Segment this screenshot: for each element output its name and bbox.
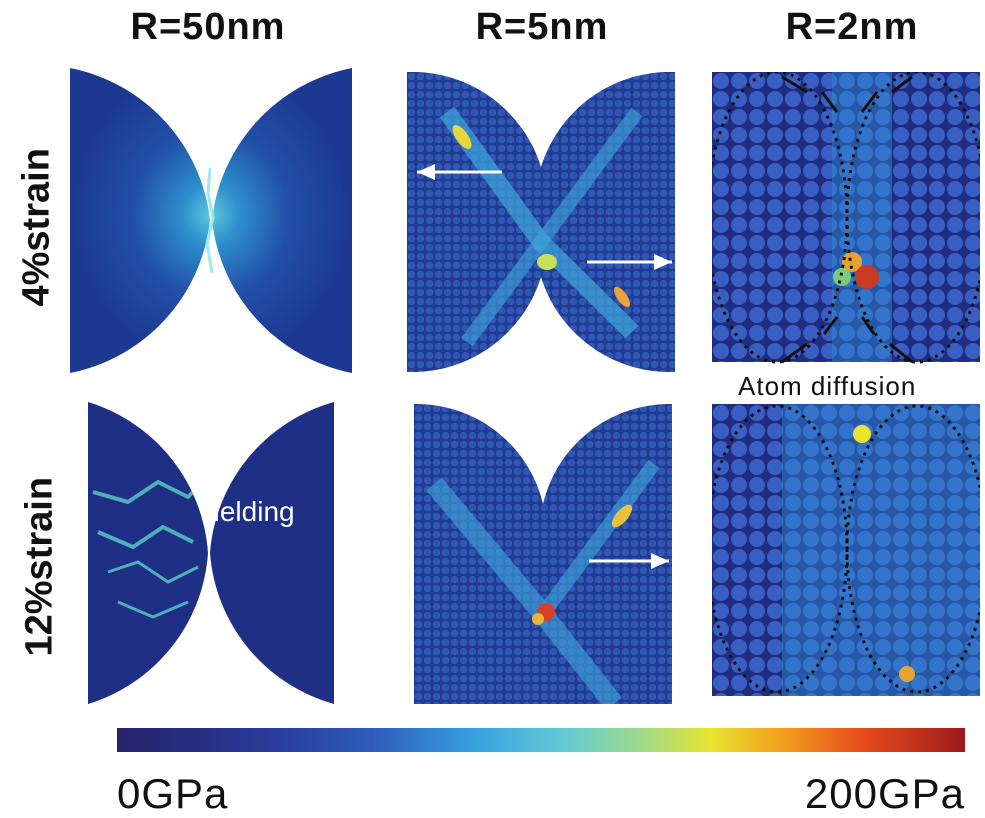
yielding-label: Yielding	[196, 496, 295, 527]
column-title-r5: R=5nm	[475, 6, 609, 48]
atom-diffusion-label: Atom diffusion	[738, 371, 917, 401]
column-title-r50: R=50nm	[130, 6, 286, 48]
panel-r5-12strain	[414, 404, 672, 704]
panel-r2-12strain	[712, 404, 980, 696]
panel-r5-4strain	[407, 72, 675, 372]
row-title-4-strain: 4%strain	[15, 148, 58, 307]
panel-r50-4strain	[70, 68, 352, 373]
color-scale-min-label: 0GPa	[117, 770, 229, 817]
panel-r50-12strain	[88, 402, 334, 704]
panel-r2-4strain	[712, 72, 980, 364]
color-scale-bar	[117, 728, 965, 752]
row-title-12-strain: 12%strain	[18, 476, 61, 657]
column-title-r2: R=2nm	[785, 6, 919, 48]
color-scale-max-label: 200GPa	[804, 770, 965, 817]
